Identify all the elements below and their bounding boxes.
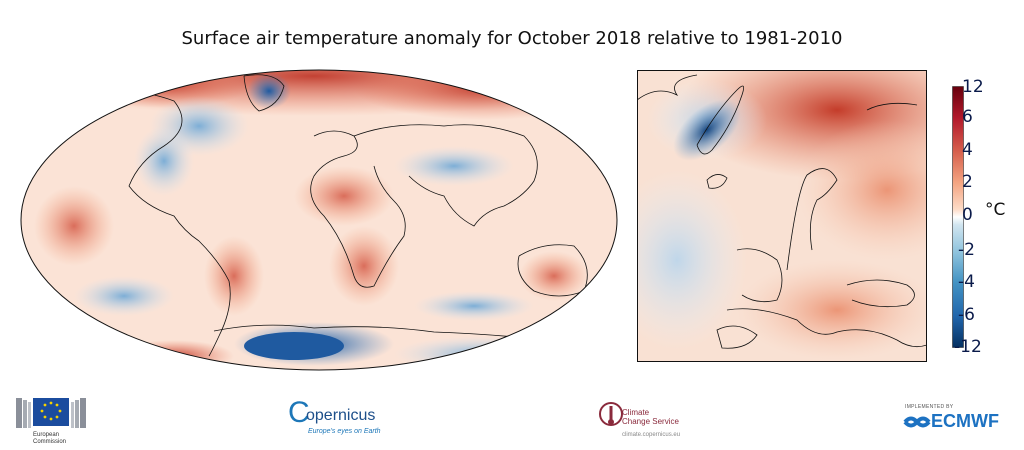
map-title: Surface air temperature anomaly for Octo… [181, 28, 843, 49]
c3s-label-line1: Climate [622, 408, 650, 417]
european-commission-logo: European Commission [16, 396, 86, 448]
ecmwf-implemented-by: IMPLEMENTED BY [905, 404, 954, 410]
ecmwf-wave-icon [903, 416, 931, 428]
colorbar [952, 86, 964, 348]
ecmwf-logo: IMPLEMENTED BY ECMWF [903, 404, 1013, 436]
colorbar-tick-label: -4 [958, 272, 975, 292]
ec-label-line2: Commission [33, 439, 67, 445]
colorbar-tick-label: -2 [958, 240, 975, 260]
europe-anomaly-map [637, 70, 927, 362]
colorbar-unit: °C [985, 200, 1006, 220]
c3s-label-line2: Change Service [622, 417, 679, 426]
eu-flag-icon [16, 398, 86, 428]
copernicus-wordmark: opernicus [306, 407, 376, 424]
copernicus-tagline: Europe's eyes on Earth [308, 428, 381, 435]
copernicus-logo: C opernicus Europe's eyes on Earth [288, 396, 398, 444]
colorbar-tick-label: 6 [962, 107, 973, 127]
c3s-logo: Climate Change Service climate.copernicu… [598, 400, 708, 444]
colorbar-tick-label: 0 [962, 205, 973, 225]
ecmwf-wordmark: ECMWF [931, 411, 999, 431]
global-anomaly-map [20, 69, 618, 371]
colorbar-tick-label: 4 [962, 140, 973, 160]
colorbar-tick-label: 2 [962, 172, 973, 192]
copernicus-initial: C [288, 396, 310, 429]
colorbar-tick-label: -6 [958, 305, 975, 325]
colorbar-tick-label: 12 [962, 77, 984, 97]
c3s-url: climate.copernicus.eu [622, 432, 681, 438]
thermometer-icon [599, 402, 623, 426]
ec-label-line1: European [33, 432, 60, 438]
colorbar-tick-label: -12 [954, 337, 982, 357]
